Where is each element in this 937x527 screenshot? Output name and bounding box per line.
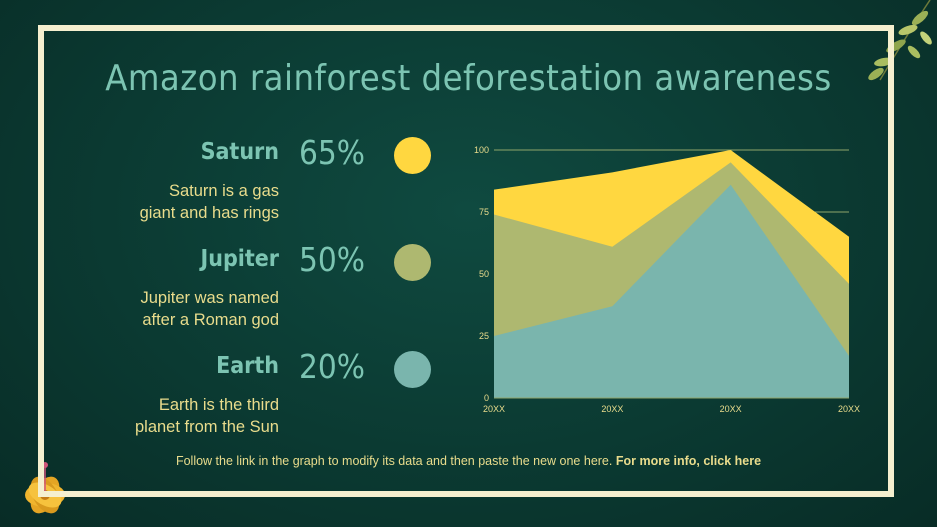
item-description-jupiter: Jupiter was named after a Roman god <box>49 287 280 331</box>
item-percent-earth: 20% <box>299 347 365 386</box>
item-dot-earth <box>394 351 431 388</box>
item-percent-jupiter: 50% <box>299 240 365 279</box>
item-percent-saturn: 65% <box>299 133 365 172</box>
description-line: planet from the Sun <box>134 418 279 436</box>
x-tick-label: 20XX <box>720 404 742 414</box>
description-line: after a Roman god <box>142 311 279 329</box>
item-name-earth: Earth <box>216 353 279 379</box>
description-line: Jupiter was named <box>140 289 280 307</box>
y-tick-label: 0 <box>484 393 489 403</box>
x-tick-label: 20XX <box>601 404 623 414</box>
item-dot-jupiter <box>394 244 431 281</box>
item-name-saturn: Saturn <box>200 139 279 165</box>
y-tick-label: 100 <box>474 145 489 155</box>
item-description-earth: Earth is the third planet from the Sun <box>49 394 279 438</box>
item-description-saturn: Saturn is a gas giant and has rings <box>49 180 279 224</box>
footer-text: Follow the link in the graph to modify i… <box>175 454 613 468</box>
description-line: Saturn is a gas <box>168 182 279 200</box>
description-line: Earth is the third <box>158 396 279 414</box>
area-series-3 <box>494 184 849 398</box>
x-tick-label: 20XX <box>483 404 505 414</box>
y-tick-label: 25 <box>479 331 489 341</box>
slide-frame <box>38 25 894 497</box>
area-chart[interactable]: 0 25 50 75 100 20XX 20XX 20XX 20XX <box>465 138 865 418</box>
y-tick-label: 50 <box>479 269 489 279</box>
slide-title: Amazon rainforest deforestation awarenes… <box>105 58 832 99</box>
more-info-link[interactable]: For more info, click here <box>615 454 762 468</box>
y-tick-label: 75 <box>479 207 489 217</box>
x-tick-label: 20XX <box>838 404 860 414</box>
footer-note: Follow the link in the graph to modify i… <box>0 454 937 468</box>
item-dot-saturn <box>394 137 431 174</box>
item-name-jupiter: Jupiter <box>200 246 279 272</box>
description-line: giant and has rings <box>139 204 279 222</box>
